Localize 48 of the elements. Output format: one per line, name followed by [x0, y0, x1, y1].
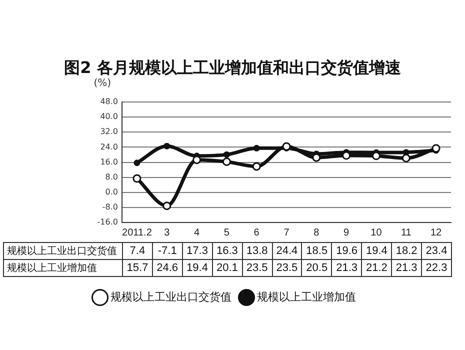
x-tick-label: 5	[224, 227, 230, 238]
data-label: 18.5	[302, 242, 332, 260]
text: 规模以上工业出口交货值	[7, 246, 117, 257]
x-tick-label: 10	[370, 227, 382, 238]
legend-label: 规模以上工业增加值	[257, 290, 356, 304]
data-label: 24.6	[152, 259, 182, 276]
data-label: 16.3	[212, 242, 242, 260]
data-label: 23.5	[272, 259, 302, 276]
data-label: 18.2	[392, 242, 422, 260]
x-tick-label: 2011.2	[122, 227, 152, 238]
data-label: 24.4	[272, 242, 302, 260]
y-tick-label: -16.0	[97, 218, 118, 227]
y-tick-label: 48.0	[100, 97, 118, 106]
data-label: 19.4	[182, 259, 212, 276]
data-label: 19.6	[332, 242, 362, 260]
y-tick-label: 8.0	[105, 172, 118, 182]
legend-label: 规模以上工业出口交货值	[110, 290, 232, 304]
data-label: 20.5	[302, 259, 332, 276]
data-label: 21.2	[362, 259, 392, 276]
data-label: 20.1	[212, 259, 242, 276]
data-label: 13.8	[242, 242, 272, 260]
x-tick-label: 7	[284, 227, 290, 238]
y-tick-label: 32.0	[100, 127, 118, 136]
x-tick-label: 11	[400, 227, 412, 238]
y-tick-label: 40.0	[100, 112, 118, 122]
x-tick-label: 9	[344, 227, 350, 238]
data-label: 7.4	[122, 242, 152, 260]
data-label: 23.4	[422, 242, 452, 260]
chart-title: 图2 各月规模以上工业增加值和出口交货值增速	[63, 58, 402, 78]
x-tick-label: 8	[314, 227, 320, 238]
y-axis-title: (%)	[92, 78, 112, 90]
x-tick-label: 12	[430, 227, 442, 238]
data-label: 19.4	[362, 242, 392, 260]
data-label: 21.3	[392, 259, 422, 276]
data-label: 23.5	[242, 259, 272, 276]
y-tick-label: 16.0	[100, 157, 118, 166]
data-label: -7.1	[152, 242, 182, 260]
x-tick-label: 3	[164, 227, 170, 238]
y-tick-label: -8.0	[102, 202, 118, 212]
data-label: 17.3	[182, 242, 212, 260]
text: 规模以上工业增加值	[7, 262, 97, 274]
data-label: 15.7	[122, 259, 152, 276]
data-label: 21.3	[332, 259, 362, 276]
y-tick-label: 0.0	[105, 188, 118, 197]
x-tick-label: 6	[254, 227, 260, 238]
x-tick-label: 4	[194, 227, 200, 238]
y-tick-label: 24.0	[100, 142, 118, 152]
data-label: 22.3	[422, 259, 452, 276]
